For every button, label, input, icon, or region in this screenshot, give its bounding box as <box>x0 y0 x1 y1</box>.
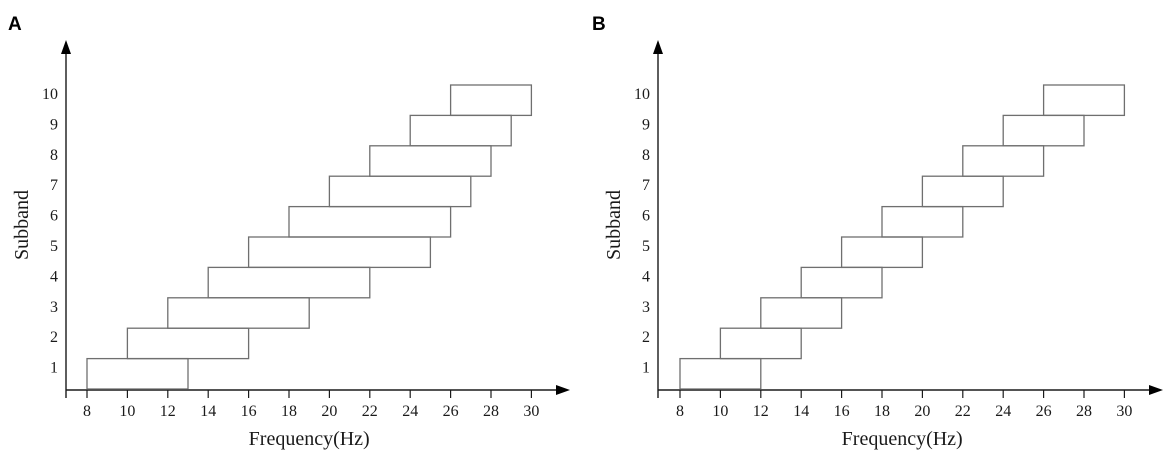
panel-a: A8 10 12 14 16 18 20 22 24 26 28 3012345678910Frequ… <box>8 14 570 450</box>
x-tick-label: 26 <box>1036 403 1052 420</box>
x-tick-label: 18 <box>874 403 890 420</box>
subband-3-box <box>760 297 843 329</box>
y-tick-label: 1 <box>642 360 650 377</box>
x-tick-label: 18 <box>281 403 297 420</box>
x-tick-label: 10 <box>712 403 728 420</box>
subband-9-box <box>1002 114 1085 147</box>
subband-2-box <box>719 327 802 360</box>
subband-4-box <box>800 266 883 299</box>
x-axis-arrow <box>556 385 570 395</box>
x-tick-label: 12 <box>753 403 769 420</box>
y-tick-label: 6 <box>50 208 58 225</box>
panel-b: B8 10 12 14 16 18 20 22 24 26 28 3012345678910Frequ… <box>592 14 1163 450</box>
x-tick-label: 28 <box>1076 403 1092 420</box>
y-tick-label: 3 <box>642 299 650 316</box>
y-tick-label: 9 <box>642 116 650 133</box>
y-tick-label: 10 <box>42 86 58 103</box>
panel-letter: B <box>592 14 606 35</box>
y-axis-arrow <box>61 40 71 54</box>
subband-5-box <box>840 236 924 269</box>
y-tick-label: 3 <box>50 299 58 316</box>
x-tick-label: 30 <box>1116 403 1132 420</box>
subband-6-box <box>288 205 452 238</box>
y-tick-label: 10 <box>634 86 650 103</box>
y-tick-label: 6 <box>642 208 650 225</box>
y-axis-arrow <box>653 40 663 54</box>
x-tick-label: 22 <box>955 403 971 420</box>
y-tick-label: 1 <box>50 360 58 377</box>
x-tick-label: 26 <box>443 403 459 420</box>
subband-6-box <box>881 205 964 238</box>
x-tick-label: 16 <box>241 403 257 420</box>
y-tick-label: 7 <box>642 177 650 194</box>
y-axis-title: Subband <box>11 190 33 260</box>
x-tick-label: 12 <box>160 403 176 420</box>
y-tick-label: 2 <box>50 329 58 346</box>
subband-4-box <box>207 266 371 299</box>
subband-1-box <box>679 357 762 390</box>
x-tick-label: 14 <box>200 403 216 420</box>
panel-letter: A <box>8 14 22 35</box>
y-tick-label: 4 <box>50 268 58 285</box>
x-tick-label: 20 <box>914 403 930 420</box>
x-axis-title: Frequency(Hz) <box>842 428 963 450</box>
y-tick-label: 8 <box>642 147 650 164</box>
subband-10-box <box>449 84 533 117</box>
x-tick-label: 28 <box>483 403 499 420</box>
y-axis-title: Subband <box>603 190 625 260</box>
x-tick-label: 8 <box>676 403 684 420</box>
x-tick-label: 24 <box>995 403 1011 420</box>
subband-1-box <box>86 357 189 390</box>
subband-7-box <box>328 175 472 208</box>
subband-10-box <box>1042 84 1126 117</box>
subband-3-box <box>167 297 310 329</box>
y-tick-label: 7 <box>50 177 58 194</box>
subband-7-box <box>921 175 1004 208</box>
subband-5-box <box>247 236 432 269</box>
subband-2-box <box>126 327 250 360</box>
y-tick-label: 8 <box>50 147 58 164</box>
x-axis-arrow <box>1149 385 1163 395</box>
subband-8-box <box>962 145 1045 177</box>
y-tick-label: 4 <box>642 268 650 285</box>
x-axis-title: Frequency(Hz) <box>249 428 370 450</box>
x-tick-label: 30 <box>523 403 539 420</box>
x-tick-label: 10 <box>119 403 135 420</box>
x-tick-label: 24 <box>402 403 418 420</box>
x-tick-label: 14 <box>793 403 809 420</box>
x-tick-label: 22 <box>362 403 378 420</box>
y-tick-label: 2 <box>642 329 650 346</box>
x-tick-label: 8 <box>83 403 91 420</box>
subband-8-box <box>369 145 492 177</box>
x-tick-label: 20 <box>321 403 337 420</box>
y-tick-label: 5 <box>50 238 58 255</box>
x-tick-label: 16 <box>834 403 850 420</box>
subband-9-box <box>409 114 512 147</box>
y-tick-label: 5 <box>642 238 650 255</box>
y-tick-label: 9 <box>50 116 58 133</box>
